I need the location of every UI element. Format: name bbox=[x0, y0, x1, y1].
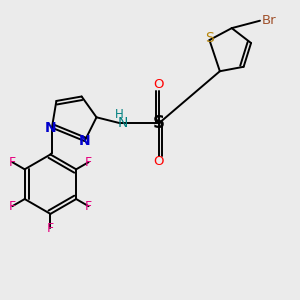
Text: F: F bbox=[85, 200, 92, 213]
Text: Br: Br bbox=[262, 14, 276, 27]
Text: F: F bbox=[9, 200, 16, 213]
Text: F: F bbox=[9, 156, 16, 169]
Text: S: S bbox=[153, 114, 165, 132]
Text: F: F bbox=[85, 156, 92, 169]
Text: O: O bbox=[154, 78, 164, 91]
Text: S: S bbox=[205, 31, 214, 45]
Text: O: O bbox=[154, 155, 164, 168]
Text: N: N bbox=[45, 121, 56, 135]
Text: N: N bbox=[79, 134, 90, 148]
Text: N: N bbox=[118, 116, 128, 130]
Text: H: H bbox=[114, 108, 123, 122]
Text: F: F bbox=[47, 222, 54, 235]
